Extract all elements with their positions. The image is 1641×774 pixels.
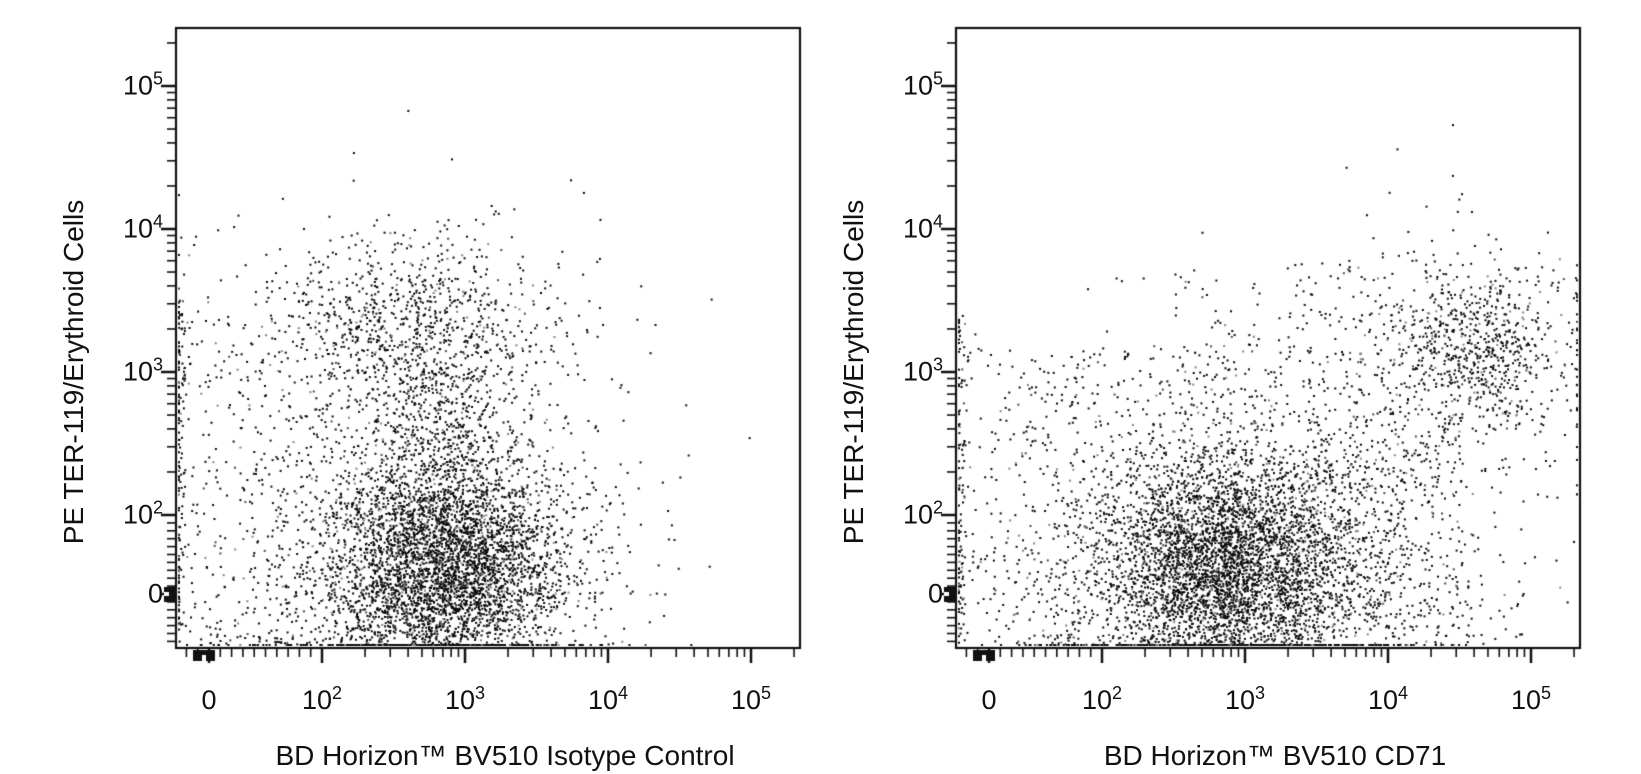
y-tick-label-isotype-control-plot: 104 xyxy=(122,213,163,244)
y-tick-label-isotype-control-plot: 0 xyxy=(147,578,163,609)
tick-label-exponent: 2 xyxy=(152,497,163,518)
tick-label-base: 10 xyxy=(122,356,153,387)
tick-label-exponent: 5 xyxy=(1541,683,1552,703)
x-tick-label-cd71-plot: 104 xyxy=(1367,684,1408,715)
y-tick-label-cd71-plot: 104 xyxy=(902,213,943,244)
tick-label-base: 10 xyxy=(730,685,762,715)
tick-label-base: 10 xyxy=(902,499,933,530)
y-tick-label-isotype-control-plot: 105 xyxy=(122,70,163,101)
x-tick-label-cd71-plot: 105 xyxy=(1510,684,1551,715)
tick-label-base: 10 xyxy=(902,356,933,387)
x-tick-label-isotype-control-plot: 0 xyxy=(201,687,216,714)
cd71-plot-area xyxy=(956,28,1580,648)
tick-label-base: 10 xyxy=(1081,685,1113,715)
y-tick-label-cd71-plot: 0 xyxy=(927,578,943,609)
tick-label-base: 10 xyxy=(587,685,619,715)
y-tick-label-cd71-plot: 105 xyxy=(902,70,943,101)
y-axis-title-left: PE TER-119/Erythroid Cells xyxy=(58,199,89,545)
tick-label-base: 10 xyxy=(122,70,153,101)
tick-label-exponent: 4 xyxy=(152,211,163,232)
x-axis-title-isotype: BD Horizon™ BV510 Isotype Control xyxy=(275,740,735,771)
tick-label-exponent: 2 xyxy=(332,683,343,703)
tick-label-base: 10 xyxy=(122,499,153,530)
tick-label-base: 0 xyxy=(201,685,217,715)
tick-label-base: 10 xyxy=(1510,685,1542,715)
x-tick-label-isotype-control-plot: 103 xyxy=(444,684,485,715)
tick-label-base: 0 xyxy=(927,578,943,609)
tick-label-base: 10 xyxy=(902,70,933,101)
tick-label-base: 10 xyxy=(301,685,333,715)
x-tick-label-isotype-control-plot: 104 xyxy=(587,684,628,715)
tick-label-base: 0 xyxy=(981,685,997,715)
isotype-plot-area xyxy=(176,28,800,648)
y-tick-label-isotype-control-plot: 103 xyxy=(122,356,163,387)
tick-label-base: 10 xyxy=(444,685,476,715)
x-tick-label-cd71-plot: 102 xyxy=(1081,684,1122,715)
tick-label-base: 10 xyxy=(1367,685,1399,715)
x-axis-title-cd71: BD Horizon™ BV510 CD71 xyxy=(1103,740,1447,771)
tick-label-exponent: 3 xyxy=(1255,683,1266,703)
tick-label-exponent: 3 xyxy=(475,683,486,703)
tick-label-exponent: 3 xyxy=(152,354,163,375)
tick-label-exponent: 4 xyxy=(618,683,629,703)
tick-label-exponent: 3 xyxy=(932,354,943,375)
tick-label-base: 10 xyxy=(122,213,153,244)
y-tick-label-isotype-control-plot: 102 xyxy=(122,499,163,530)
tick-label-exponent: 2 xyxy=(1112,683,1123,703)
tick-label-base: 0 xyxy=(147,578,163,609)
tick-label-exponent: 2 xyxy=(932,497,943,518)
x-tick-label-cd71-plot: 103 xyxy=(1224,684,1265,715)
tick-label-exponent: 4 xyxy=(932,211,943,232)
x-tick-label-isotype-control-plot: 102 xyxy=(301,684,342,715)
x-tick-label-isotype-control-plot: 105 xyxy=(730,684,771,715)
tick-label-exponent: 5 xyxy=(932,68,943,89)
tick-label-base: 10 xyxy=(902,213,933,244)
x-tick-label-cd71-plot: 0 xyxy=(981,687,996,714)
y-axis-title-right: PE TER-119/Erythroid Cells xyxy=(838,199,869,545)
tick-label-base: 10 xyxy=(1224,685,1256,715)
y-tick-label-cd71-plot: 102 xyxy=(902,499,943,530)
y-tick-label-cd71-plot: 103 xyxy=(902,356,943,387)
tick-label-exponent: 5 xyxy=(152,68,163,89)
tick-label-exponent: 5 xyxy=(761,683,772,703)
tick-label-exponent: 4 xyxy=(1398,683,1409,703)
